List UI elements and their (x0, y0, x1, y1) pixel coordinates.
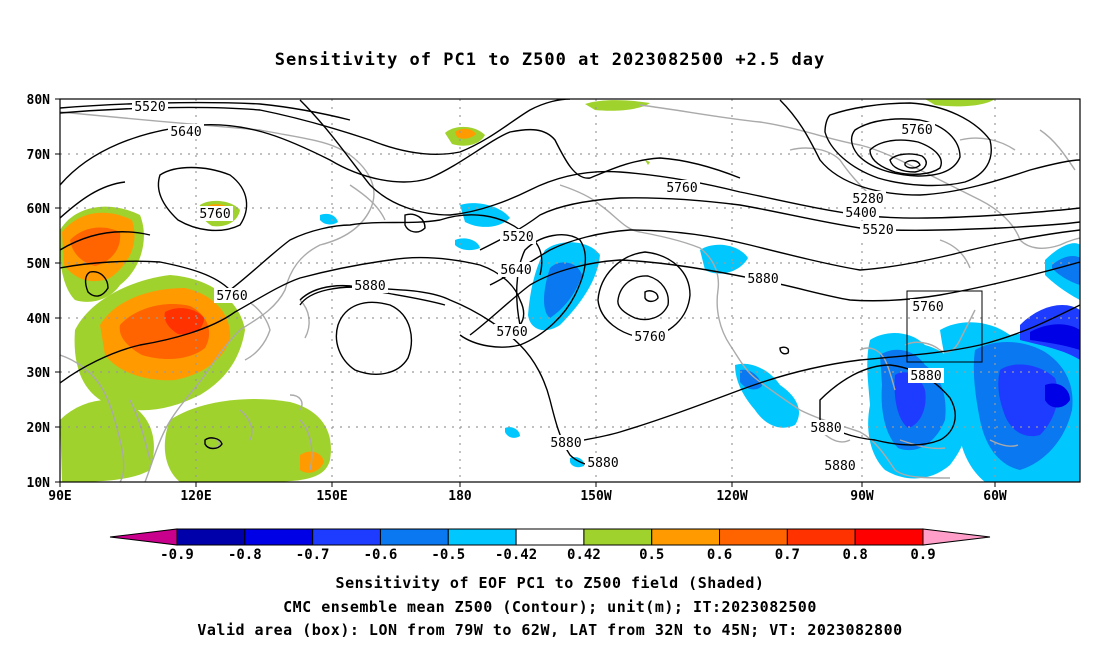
lat-label: 10N (27, 476, 51, 491)
contour-label: 5520 (862, 223, 893, 238)
colorbar-box (244, 528, 314, 546)
colorbar-box (176, 528, 246, 546)
contour-label: 5520 (134, 100, 165, 115)
lat-label: 70N (27, 148, 51, 163)
contour-label: 5640 (500, 263, 531, 278)
contour-label-bg (352, 278, 388, 293)
colorbar-label: 0.8 (843, 547, 868, 563)
lon-label: 150W (580, 489, 611, 504)
colorbar-label: 0.5 (639, 547, 664, 563)
colorbar-label: -0.9 (160, 547, 194, 563)
colorbar-label: -0.7 (296, 547, 330, 563)
lat-label: 80N (27, 93, 51, 108)
axis-ticks (55, 98, 996, 487)
colorbar-label: 0.9 (910, 547, 935, 563)
colorbar-box (854, 528, 924, 546)
contour-label-bg (899, 122, 935, 137)
lat-label: 60N (27, 202, 51, 217)
contour-label: 5760 (901, 123, 932, 138)
contour-label: 5400 (845, 206, 876, 221)
lat-label: 20N (27, 421, 51, 436)
contour-label-bg (585, 455, 621, 470)
colorbar-label: -0.6 (364, 547, 398, 563)
contour-label: 5760 (216, 289, 247, 304)
colorbar-box (447, 528, 517, 546)
contour-labels: 5520 5640 5760 5760 5760 5520 5640 5760 5760 5760… (132, 99, 946, 474)
contour-label-bg (197, 206, 233, 221)
map-title: Sensitivity of PC1 to Z500 at 2023082500… (274, 50, 826, 70)
contour-label-bg (745, 271, 781, 286)
contour-label-bg (808, 420, 844, 435)
lat-label: 30N (27, 366, 51, 381)
contour-label: 5880 (824, 459, 855, 474)
contour-label-bg (500, 229, 536, 244)
z500-contours (60, 99, 1080, 468)
colorbar-label: 0.42 (567, 547, 601, 563)
caption-shaded: Sensitivity of EOF PC1 to Z500 field (Sh… (335, 574, 765, 592)
lat-label: 50N (27, 257, 51, 272)
contour-label-bg (850, 191, 886, 206)
contour-label: 5760 (912, 300, 943, 315)
contour-label-bg (910, 299, 946, 314)
contour-label: 5880 (550, 436, 581, 451)
contour-label: 5760 (634, 330, 665, 345)
contour-label: 5880 (587, 456, 618, 471)
contour-label: 5880 (354, 279, 385, 294)
lon-label: 60W (983, 489, 1007, 504)
longitude-labels: 90E 120E 150E 180 150W 120W 90W 60W (48, 489, 1007, 504)
colorbar-box (719, 528, 788, 546)
lon-label: 150E (316, 489, 347, 504)
contour-label-bg (664, 180, 700, 195)
colorbar-box (583, 528, 653, 546)
contour-label-bg (494, 324, 530, 339)
contour-label-bg (498, 262, 534, 277)
contour-label-bg (548, 435, 584, 450)
valid-area-box (906, 290, 983, 363)
coastlines (60, 104, 1080, 482)
contour-label-bg (908, 368, 944, 383)
colorbar-label: -0.42 (495, 547, 537, 563)
colorbar-label: 0.6 (707, 547, 732, 563)
plot-frame (59, 98, 1081, 483)
latitude-labels: 80N 70N 60N 50N 40N 30N 20N 10N (27, 93, 51, 491)
colorbar-box (312, 528, 381, 546)
map-plot-area: 5520 5640 5760 5760 5760 5520 5640 5760 5760 5760… (60, 99, 1080, 482)
contour-label-bg (860, 222, 896, 237)
caption-contour: CMC ensemble mean Z500 (Contour); unit(m… (283, 598, 817, 616)
lon-label: 90W (850, 489, 874, 504)
contour-label-bg (632, 329, 668, 344)
colorbar-label: -0.8 (228, 547, 262, 563)
contour-label: 5760 (496, 325, 527, 340)
contour-label-bg (168, 124, 204, 139)
contour-label: 5760 (666, 181, 697, 196)
colorbar-box (651, 528, 721, 546)
colorbar: -0.9 -0.8 -0.7 -0.6 -0.5 -0.42 0.42 0.5 0.6 0.7 0.… (109, 528, 991, 563)
positive-sensitivity-asia (60, 99, 995, 482)
colorbar-low-arrow (109, 528, 178, 546)
contour-label-bg (132, 99, 168, 114)
contour-label: 5760 (199, 207, 230, 222)
lon-label: 120W (716, 489, 747, 504)
contour-label: 5520 (502, 230, 533, 245)
colorbar-label: -0.5 (431, 547, 465, 563)
lat-label: 40N (27, 312, 51, 327)
lon-label: 180 (448, 489, 472, 504)
colorbar-label: 0.7 (775, 547, 800, 563)
lon-label: 120E (180, 489, 211, 504)
contour-label: 5280 (852, 192, 883, 207)
colorbar-box (786, 528, 856, 546)
contour-label: 5880 (747, 272, 778, 287)
caption-valid-area: Valid area (box): LON from 79W to 62W, L… (197, 621, 903, 639)
contour-label: 5880 (910, 369, 941, 384)
contour-label-bg (822, 458, 858, 473)
lon-label: 90E (48, 489, 71, 504)
colorbar-box (379, 528, 449, 546)
contour-label-bg (843, 205, 879, 220)
contour-label: 5640 (170, 125, 201, 140)
contour-label-bg (214, 288, 250, 303)
contour-label: 5880 (810, 421, 841, 436)
colorbar-box (515, 528, 585, 546)
colorbar-high-arrow (922, 528, 991, 546)
